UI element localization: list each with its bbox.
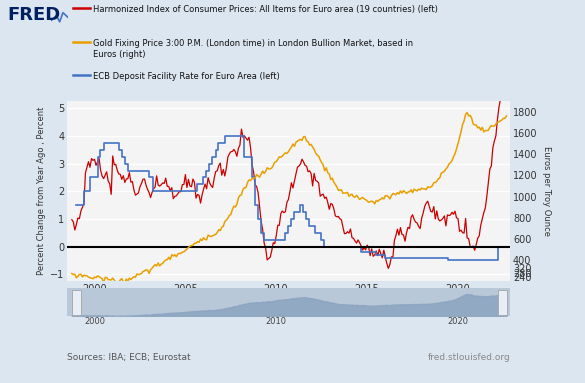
- Text: ECB Deposit Facility Rate for Euro Area (left): ECB Deposit Facility Rate for Euro Area …: [93, 72, 280, 81]
- Text: fred.stlouisfed.org: fred.stlouisfed.org: [428, 353, 510, 362]
- Bar: [498, 290, 507, 314]
- Text: Gold Fixing Price 3:00 P.M. (London time) in London Bullion Market, based in
Eur: Gold Fixing Price 3:00 P.M. (London time…: [93, 39, 413, 59]
- Text: Harmonized Index of Consumer Prices: All Items for Euro area (19 countries) (lef: Harmonized Index of Consumer Prices: All…: [93, 5, 438, 14]
- Y-axis label: Percent Change from Year Ago , Percent: Percent Change from Year Ago , Percent: [37, 107, 46, 275]
- Text: Sources: IBA; ECB; Eurostat: Sources: IBA; ECB; Eurostat: [67, 353, 191, 362]
- Y-axis label: Euros per Troy Ounce: Euros per Troy Ounce: [542, 146, 552, 236]
- Bar: [72, 290, 81, 314]
- Text: FRED: FRED: [7, 6, 60, 24]
